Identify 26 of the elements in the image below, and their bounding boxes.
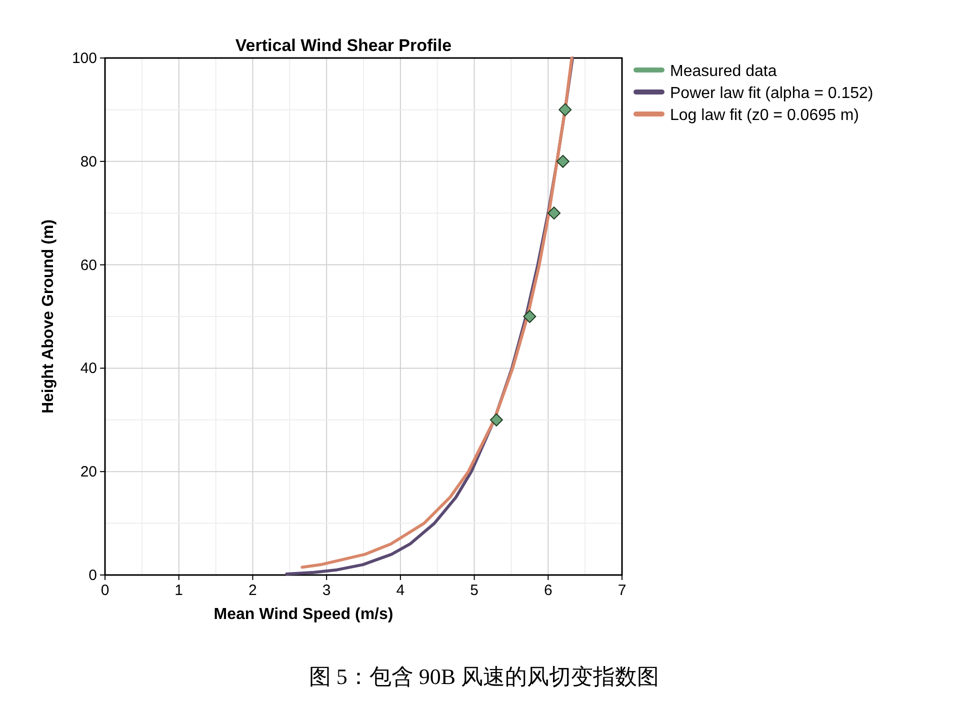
x-tick-label: 6 [544,582,552,599]
point [490,413,503,426]
y-tick-label: 60 [80,256,97,274]
point [558,103,572,116]
x-tick-label: 3 [322,582,331,599]
caption: 图 5：包含 90B 风速的风切变指数图 [308,664,660,689]
x-tick-label: 7 [618,582,626,599]
x-tick-label: 4 [396,582,405,599]
x-tick-label: 5 [470,582,478,599]
point [556,154,570,168]
point [523,310,536,323]
legend-label: Measured data [670,63,777,80]
y-tick-label: 20 [80,464,97,481]
y-tick-label: 40 [80,360,97,378]
chart-title: Vertical Wind Shear Profile [235,36,452,55]
x-axis-title: Mean Wind Speed (m/s) [214,606,394,623]
legend-label: Power law fit (alpha = 0.152) [670,85,874,102]
legend-label: Log law fit (z0 = 0.0695 m) [670,107,859,124]
x-tick-label: 1 [174,582,184,599]
y-tick-label: 80 [80,153,97,170]
x-tick-label: 2 [248,582,257,599]
y-tick-label: 0 [88,567,97,584]
x-tick-label: 0 [100,582,110,599]
y-axis-title: Height Above Ground (m) [40,219,57,414]
y-tick-label: 100 [72,50,97,67]
point [548,206,561,220]
